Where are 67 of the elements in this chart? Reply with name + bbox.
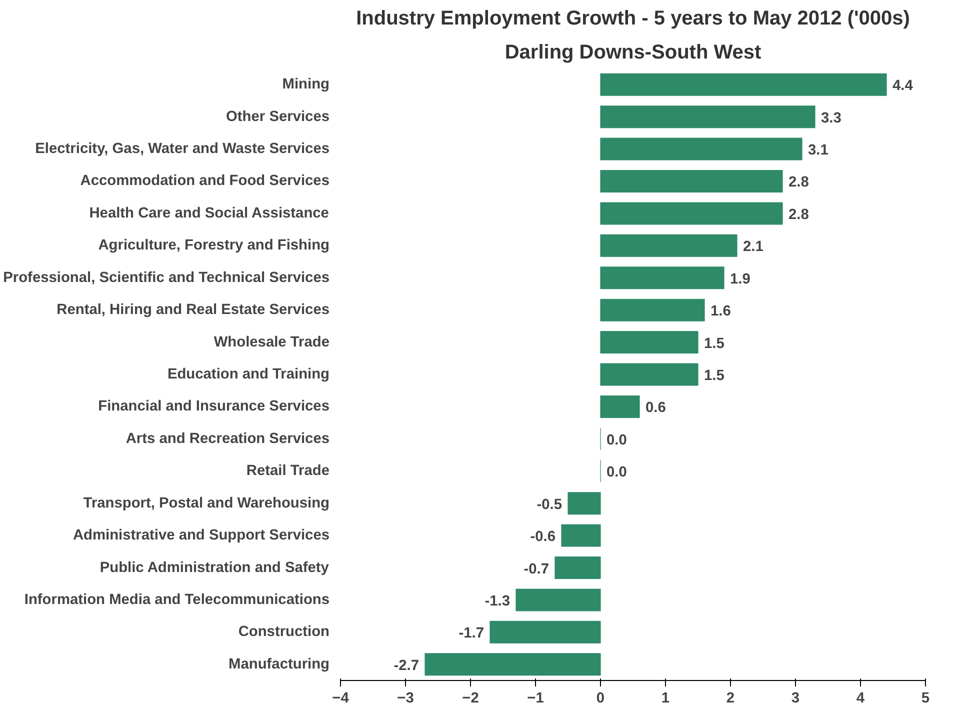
bar bbox=[516, 588, 601, 612]
y-tick-label: Financial and Insurance Services bbox=[98, 398, 330, 415]
bar bbox=[554, 556, 601, 580]
bar bbox=[424, 653, 601, 676]
y-tick-label: Construction bbox=[238, 624, 330, 640]
bar bbox=[600, 234, 738, 257]
y-tick-label: Mining bbox=[282, 76, 330, 93]
x-tick-label: 3 bbox=[791, 690, 800, 706]
x-tick-label: 4 bbox=[856, 690, 866, 706]
data-label: 2.8 bbox=[788, 206, 809, 223]
y-tick-label: Professional, Scientific and Technical Services bbox=[3, 270, 330, 286]
data-label: -2.7 bbox=[394, 658, 420, 674]
bar bbox=[600, 138, 802, 160]
chart-subtitle: Darling Downs-South West bbox=[504, 42, 762, 64]
y-tick-label: Wholesale Trade bbox=[214, 334, 330, 350]
bar bbox=[600, 73, 887, 96]
data-label: 4.4 bbox=[892, 78, 914, 94]
x-tick-label: 5 bbox=[921, 690, 930, 706]
x-tick-label: −3 bbox=[397, 690, 414, 706]
data-label: 1.9 bbox=[730, 271, 750, 288]
bar bbox=[600, 395, 640, 418]
bar bbox=[600, 298, 705, 322]
y-tick-label: Arts and Recreation Services bbox=[126, 430, 330, 447]
data-label: 0.6 bbox=[646, 400, 666, 416]
bar bbox=[568, 492, 601, 515]
data-label: -0.6 bbox=[530, 529, 556, 546]
data-label: -1.7 bbox=[458, 626, 484, 642]
y-tick-label: Administrative and Support Services bbox=[72, 528, 330, 544]
y-tick-label: Transport, Postal and Warehousing bbox=[83, 495, 330, 512]
data-label: 1.5 bbox=[704, 336, 724, 352]
data-label: -1.3 bbox=[484, 593, 510, 610]
bar bbox=[490, 620, 601, 644]
data-label: 2.8 bbox=[788, 174, 809, 191]
y-tick-label: Retail Trade bbox=[246, 463, 330, 480]
data-label: 3.1 bbox=[808, 142, 828, 159]
bar bbox=[600, 331, 698, 354]
x-tick-label: 2 bbox=[726, 690, 735, 706]
y-tick-label: Public Administration and Safety bbox=[100, 560, 330, 576]
x-tick-label: −4 bbox=[332, 690, 350, 706]
x-tick-label: 1 bbox=[661, 690, 670, 706]
bar bbox=[600, 170, 783, 192]
x-tick-label: −1 bbox=[527, 690, 544, 706]
y-tick-label: Information Media and Telecommunications bbox=[24, 592, 330, 608]
y-tick-label: Health Care and Social Assistance bbox=[89, 205, 329, 222]
bar bbox=[561, 524, 601, 547]
data-label: 2.1 bbox=[743, 239, 764, 256]
y-tick-label: Accommodation and Food Services bbox=[80, 173, 330, 190]
data-label: 1.5 bbox=[704, 368, 724, 384]
y-tick-label: Rental, Hiring and Real Estate Services bbox=[56, 302, 330, 318]
x-tick-label: 0 bbox=[596, 690, 605, 706]
data-label: 0.0 bbox=[606, 432, 627, 448]
y-tick-label: Other Services bbox=[226, 108, 330, 125]
bar bbox=[600, 266, 724, 290]
bar bbox=[600, 363, 698, 386]
data-label: 3.3 bbox=[821, 110, 842, 126]
data-label: -0.5 bbox=[536, 496, 562, 513]
data-label: 0.0 bbox=[606, 464, 627, 481]
data-label: -0.7 bbox=[524, 561, 550, 578]
y-tick-label: Electricity, Gas, Water and Waste Services bbox=[35, 141, 330, 158]
data-label: 1.6 bbox=[710, 304, 731, 320]
y-tick-label: Education and Training bbox=[167, 366, 330, 382]
bar bbox=[600, 106, 816, 128]
bar bbox=[600, 202, 783, 225]
chart-title: Industry Employment Growth - 5 years to May 2012 ('000s) bbox=[356, 8, 910, 30]
y-tick-label: Agriculture, Forestry and Fishing bbox=[98, 238, 330, 254]
x-tick-label: −2 bbox=[462, 690, 479, 706]
y-tick-label: Manufacturing bbox=[228, 656, 330, 672]
